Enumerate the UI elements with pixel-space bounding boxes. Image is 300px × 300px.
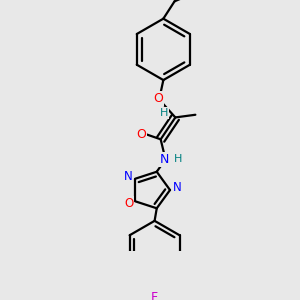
Text: N: N xyxy=(173,182,182,194)
Text: H: H xyxy=(174,154,182,164)
Text: H: H xyxy=(160,108,168,118)
Text: N: N xyxy=(160,153,169,166)
Text: F: F xyxy=(151,291,158,300)
Text: O: O xyxy=(136,128,146,141)
Text: O: O xyxy=(124,197,133,210)
Text: O: O xyxy=(153,92,163,105)
Text: N: N xyxy=(123,170,132,183)
